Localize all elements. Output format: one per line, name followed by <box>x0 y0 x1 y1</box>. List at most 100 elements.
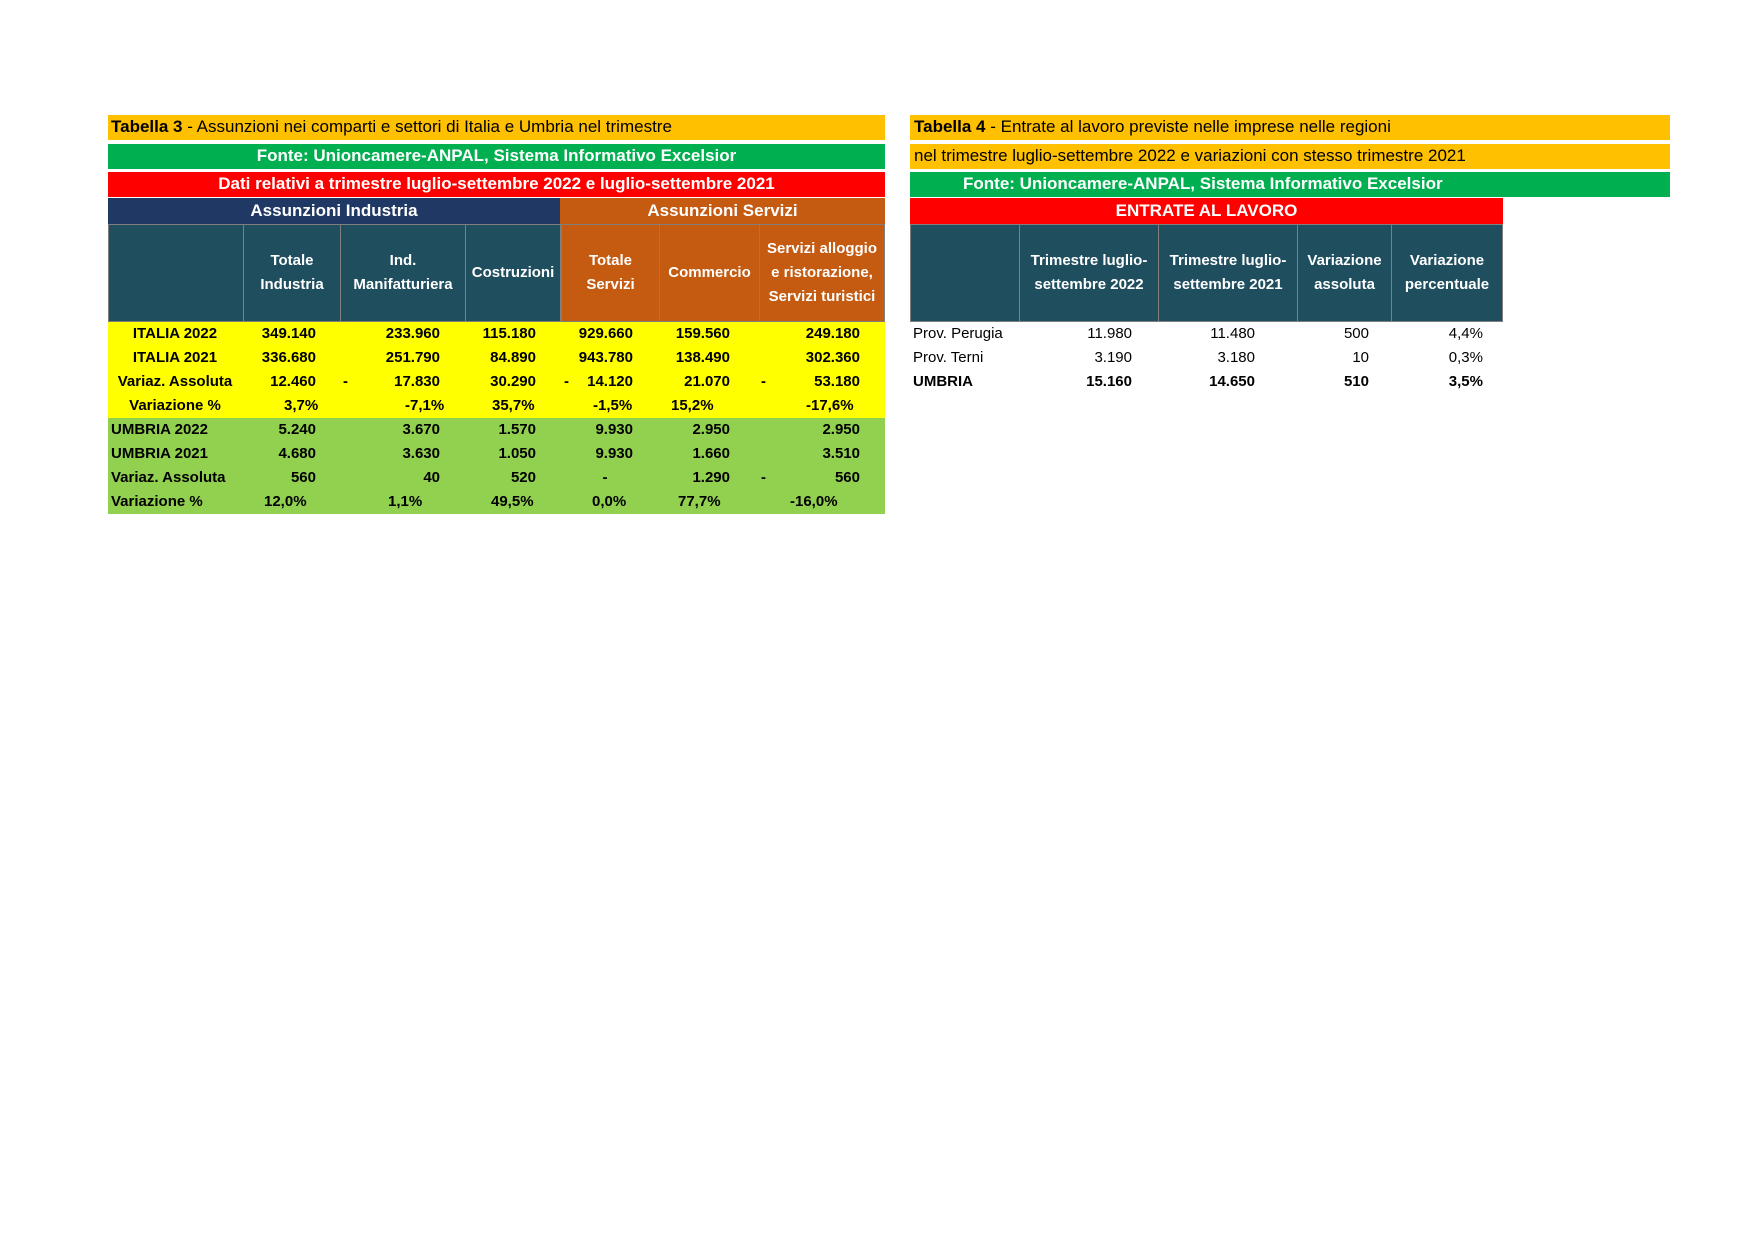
table-cell: 9.930 <box>595 421 633 438</box>
table-cell: 0,0% <box>592 493 627 510</box>
table-cell: 1.570 <box>498 421 536 438</box>
table-cell: 35,7% <box>492 397 535 414</box>
header-label-cell <box>109 225 243 321</box>
italy-rows: ITALIA 2022 349.140 233.960 115.180 929.660 1… <box>108 322 885 418</box>
table-cell: 53.180 <box>814 373 860 390</box>
table-cell: 929.660 <box>578 325 633 342</box>
negative-dash: - <box>761 373 766 390</box>
table-cell: 302.360 <box>805 349 860 366</box>
umbria-rows: UMBRIA 2022 5.240 3.670 1.570 9.930 2.950 2.95… <box>108 418 885 514</box>
row-label: UMBRIA <box>913 373 973 390</box>
table-cell: 12,0% <box>264 493 307 510</box>
table4-title-bold: Tabella 4 <box>914 117 986 136</box>
table-row: Prov. Perugia 11.980 11.480 500 4,4% <box>910 322 1503 346</box>
table-cell: 12.460 <box>270 373 316 390</box>
header-servizi-alloggio: Servizi alloggio e ristorazione, Servizi… <box>759 225 884 321</box>
table3-title-rest: - Assunzioni nei comparti e settori di I… <box>182 117 672 136</box>
table-cell: 943.780 <box>578 349 633 366</box>
table-cell: 40 <box>423 469 440 486</box>
table3-body: ITALIA 2022 349.140 233.960 115.180 929.660 1… <box>108 322 885 514</box>
header-trimestre-2022: Trimestre luglio-settembre 2022 <box>1019 225 1158 321</box>
negative-dash: - <box>564 373 569 390</box>
header-costruzioni: Costruzioni <box>465 225 560 321</box>
table-cell: 560 <box>834 469 860 486</box>
header-variazione-assoluta: Variazione assoluta <box>1297 225 1391 321</box>
header-totale-industria: Totale Industria <box>243 225 340 321</box>
table-cell: 2.950 <box>692 421 730 438</box>
table-cell: 3.180 <box>1217 349 1255 366</box>
table-row: UMBRIA 2022 5.240 3.670 1.570 9.930 2.950 2.95… <box>108 418 885 442</box>
row-label: Variazione % <box>111 493 203 510</box>
row-label: ITALIA 2022 <box>132 325 218 342</box>
row-label: UMBRIA 2021 <box>111 445 208 462</box>
table-row: Variazione % 3,7% -7,1% 35,7% -1,5% 15,2% -17,… <box>108 394 885 418</box>
table-cell: 3.630 <box>402 445 440 462</box>
table-row: Prov. Terni 3.190 3.180 10 0,3% <box>910 346 1503 370</box>
row-label: Variaz. Assoluta <box>117 373 233 390</box>
group-services: Assunzioni Servizi <box>560 198 885 224</box>
table4-title: Tabella 4 - Entrate al lavoro previste n… <box>910 115 1670 140</box>
table-row: Variaz. Assoluta 12.460 - 17.830 30.290 - 14.1… <box>108 370 885 394</box>
table-cell: 500 <box>1343 325 1369 342</box>
table-cell: 520 <box>510 469 536 486</box>
table3-services-header: Totale Servizi Commercio Servizi alloggi… <box>561 224 885 322</box>
table-cell: 3.190 <box>1094 349 1132 366</box>
table-row: ITALIA 2022 349.140 233.960 115.180 929.660 1… <box>108 322 885 346</box>
table-cell: 21.070 <box>684 373 730 390</box>
table3-title-bold: Tabella 3 <box>111 117 183 136</box>
table-cell: 159.560 <box>675 325 730 342</box>
table-row: UMBRIA 15.160 14.650 510 3,5% <box>910 370 1503 394</box>
table-cell: 560 <box>290 469 316 486</box>
table4-section-title: ENTRATE AL LAVORO <box>910 198 1503 224</box>
table-cell: - <box>602 469 608 486</box>
table-cell: 14.120 <box>587 373 633 390</box>
negative-dash: - <box>343 373 348 390</box>
table-cell: 249.180 <box>805 325 860 342</box>
table-cell: 30.290 <box>490 373 536 390</box>
table-cell: 5.240 <box>278 421 316 438</box>
table-cell: 11.480 <box>1210 325 1255 342</box>
table-cell: -16,0% <box>790 493 838 510</box>
table-row: ITALIA 2021 336.680 251.790 84.890 943.780 13… <box>108 346 885 370</box>
table-cell: 3.670 <box>402 421 440 438</box>
table3-title: Tabella 3 - Assunzioni nei comparti e se… <box>108 115 885 140</box>
row-label: Variazione % <box>129 397 221 414</box>
table-cell: 15.160 <box>1086 373 1132 390</box>
table-cell: -17,6% <box>806 397 854 414</box>
table-cell: 336.680 <box>261 349 316 366</box>
table-cell: 14.650 <box>1209 373 1255 390</box>
table-cell: 10 <box>1352 349 1369 366</box>
table-cell: 115.180 <box>482 325 536 342</box>
table3-source: Fonte: Unioncamere-ANPAL, Sistema Inform… <box>108 144 885 169</box>
table-cell: 510 <box>1343 373 1369 390</box>
table4-header: Trimestre luglio-settembre 2022 Trimestr… <box>910 224 1503 322</box>
table-cell: 4.680 <box>278 445 316 462</box>
table3-period: Dati relativi a trimestre luglio-settemb… <box>108 172 885 197</box>
table-cell: 138.490 <box>675 349 730 366</box>
table-cell: 349.140 <box>261 325 316 342</box>
table-cell: 15,2% <box>671 397 714 414</box>
table-cell: 1,1% <box>388 493 423 510</box>
table-cell: 3,7% <box>284 397 319 414</box>
table-cell: 11.980 <box>1087 325 1132 342</box>
table-cell: 0,3% <box>1448 349 1483 366</box>
header-variazione-percentuale: Variazione percentuale <box>1391 225 1502 321</box>
table-cell: 1.660 <box>692 445 730 462</box>
header-totale-servizi: Totale Servizi <box>586 252 635 293</box>
table4-title-rest: - Entrate al lavoro previste nelle impre… <box>985 117 1391 136</box>
table-cell: 84.890 <box>490 349 536 366</box>
table-cell: 251.790 <box>385 349 440 366</box>
table-cell: 77,7% <box>678 493 721 510</box>
row-label: UMBRIA 2022 <box>111 421 208 438</box>
table-cell: 3,5% <box>1448 373 1483 390</box>
table-row: Variaz. Assoluta 560 40 520 - 1.290 - 560 <box>108 466 885 490</box>
table-cell: 2.950 <box>822 421 860 438</box>
row-label: Prov. Terni <box>913 349 984 366</box>
table4-title-line2: nel trimestre luglio-settembre 2022 e va… <box>910 144 1670 169</box>
table-cell: -1,5% <box>593 397 633 414</box>
header-trimestre-2021: Trimestre luglio-settembre 2021 <box>1158 225 1297 321</box>
table-cell: -7,1% <box>405 397 445 414</box>
table4-body: Prov. Perugia 11.980 11.480 500 4,4% Prov. Te… <box>910 322 1503 394</box>
header-ind-manifatturiera: Ind. Manifatturiera <box>340 225 465 321</box>
header-commercio: Commercio <box>659 225 759 321</box>
